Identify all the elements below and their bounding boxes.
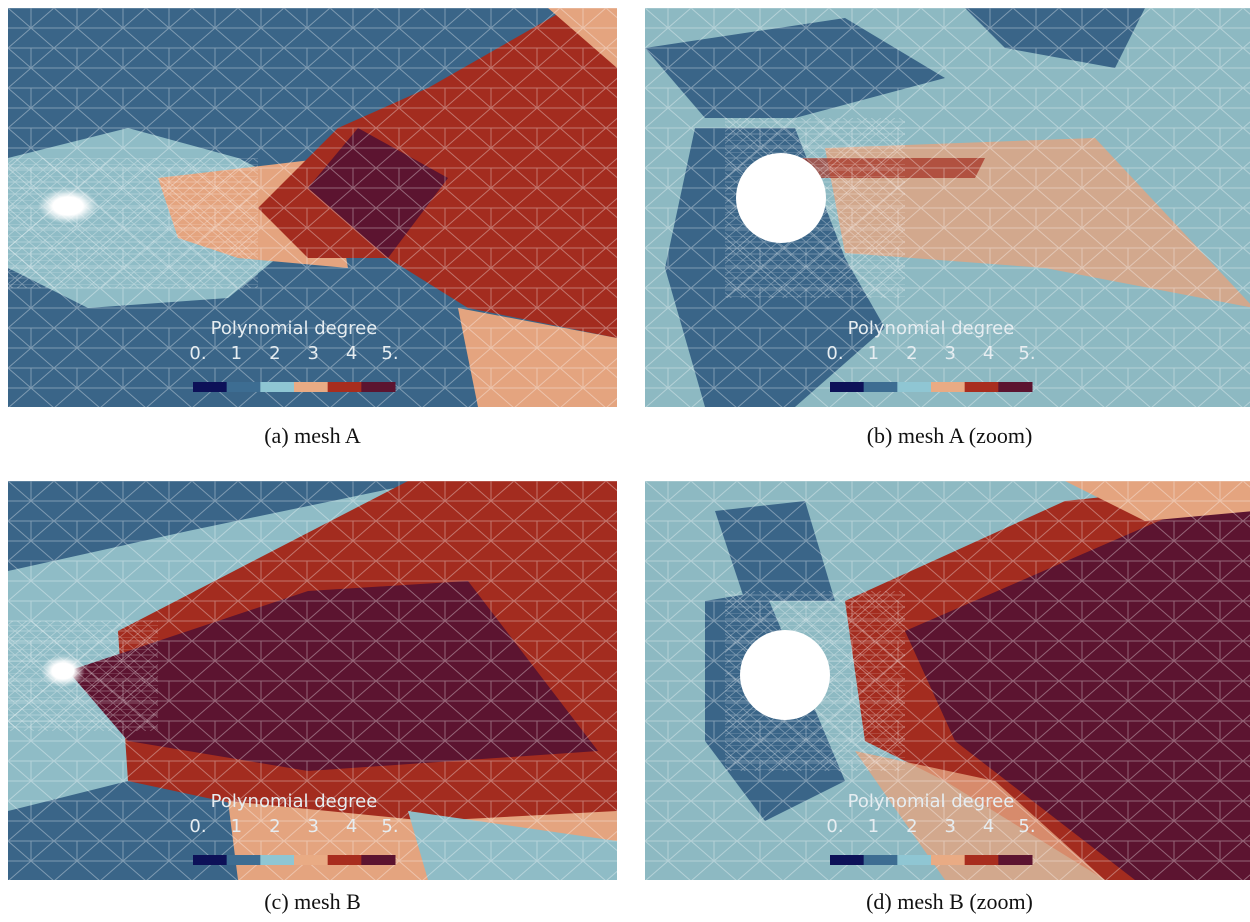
colorbar-swatch (830, 382, 865, 392)
legend-label: 1 (231, 816, 242, 837)
legend-title: Polynomial degree (211, 318, 378, 339)
colorbar-swatch (964, 382, 999, 392)
colorbar-swatch (931, 855, 966, 865)
legend-label: 0. (189, 343, 206, 364)
legend-label: 3 (307, 343, 318, 364)
legend-label: 4 (346, 816, 357, 837)
colorbar-swatch (830, 855, 865, 865)
legend-label: 2 (906, 343, 917, 364)
legend-label: 5. (381, 343, 398, 364)
colorbar-swatch (226, 382, 261, 392)
legend-label: 4 (346, 343, 357, 364)
legend-label: 2 (906, 816, 917, 837)
legend-label: 2 (269, 343, 280, 364)
colorbar-swatch (863, 382, 898, 392)
caption: (c) mesh B (264, 889, 361, 914)
legend-label: 3 (307, 816, 318, 837)
colorbar-swatch (193, 382, 228, 392)
caption: (a) mesh A (264, 423, 361, 448)
colorbar-swatch (193, 855, 228, 865)
legend-label: 5. (381, 816, 398, 837)
legend-label: 5. (1018, 343, 1035, 364)
legend-label: 5. (1018, 816, 1035, 837)
legend-label: 4 (983, 343, 994, 364)
legend-label: 0. (826, 816, 843, 837)
colorbar-swatch (964, 855, 999, 865)
colorbar-swatch (998, 855, 1033, 865)
colorbar-swatch (260, 855, 295, 865)
legend-label: 1 (868, 343, 879, 364)
legend-label: 4 (983, 816, 994, 837)
caption: (b) mesh A (zoom) (866, 423, 1033, 448)
legend-label: 3 (944, 343, 955, 364)
colorbar-swatch (327, 855, 362, 865)
colorbar-swatch (361, 855, 396, 865)
colorbar-swatch (863, 855, 898, 865)
legend-title: Polynomial degree (848, 791, 1015, 812)
colorbar-swatch (226, 855, 261, 865)
colorbar-swatch (260, 382, 295, 392)
legend-label: 0. (189, 816, 206, 837)
legend-title: Polynomial degree (848, 318, 1015, 339)
colorbar-swatch (294, 382, 329, 392)
legend-label: 2 (269, 816, 280, 837)
legend-label: 0. (826, 343, 843, 364)
legend-label: 1 (231, 343, 242, 364)
legend-label: 3 (944, 816, 955, 837)
caption: (d) mesh B (zoom) (866, 889, 1033, 914)
colorbar-swatch (327, 382, 362, 392)
colorbar-swatch (897, 382, 932, 392)
colorbar-swatch (361, 382, 396, 392)
legend-title: Polynomial degree (211, 791, 378, 812)
colorbar-swatch (294, 855, 329, 865)
colorbar-swatch (897, 855, 932, 865)
colorbar-swatch (998, 382, 1033, 392)
colorbar-swatch (931, 382, 966, 392)
legend-label: 1 (868, 816, 879, 837)
